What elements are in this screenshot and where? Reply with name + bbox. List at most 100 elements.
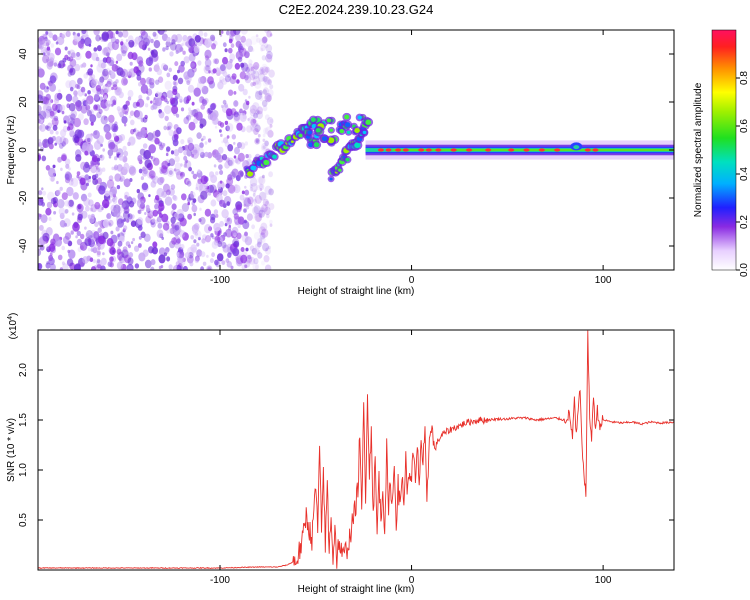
noise-blob bbox=[201, 85, 209, 95]
noise-blob bbox=[118, 198, 124, 206]
noise-blob bbox=[198, 30, 204, 37]
noise-blob bbox=[178, 257, 186, 267]
noise-blob bbox=[213, 240, 219, 246]
noise-blob bbox=[187, 84, 195, 93]
noise-blob bbox=[254, 138, 260, 145]
noise-blob bbox=[174, 162, 182, 171]
noise-blob bbox=[224, 75, 231, 83]
noise-blob bbox=[124, 206, 130, 214]
noise-blob bbox=[61, 34, 65, 39]
noise-blob bbox=[150, 266, 155, 270]
noise-blob bbox=[253, 112, 258, 119]
noise-blob bbox=[64, 210, 67, 215]
snr-plot-area bbox=[38, 330, 674, 570]
noise-blob bbox=[155, 91, 160, 97]
noise-blob bbox=[269, 118, 274, 123]
noise-blob bbox=[61, 261, 65, 266]
noise-blob bbox=[180, 243, 185, 250]
noise-blob bbox=[117, 233, 120, 238]
noise-blob bbox=[120, 41, 124, 46]
noise-blob bbox=[215, 213, 219, 218]
noise-blob bbox=[150, 155, 153, 160]
noise-blob bbox=[228, 47, 233, 54]
noise-blob bbox=[253, 70, 256, 75]
noise-blob bbox=[127, 257, 134, 265]
noise-blob bbox=[246, 213, 253, 221]
noise-blob bbox=[246, 100, 250, 106]
noise-blob bbox=[166, 167, 175, 177]
noise-blob bbox=[38, 105, 42, 113]
noise-blob bbox=[115, 30, 119, 35]
noise-blob bbox=[122, 211, 130, 220]
carrier-hotspot bbox=[466, 148, 473, 152]
noise-blob bbox=[161, 236, 164, 240]
noise-blob bbox=[136, 189, 140, 194]
noise-blob bbox=[122, 246, 128, 253]
noise-blob bbox=[68, 123, 74, 131]
noise-blob bbox=[109, 191, 113, 196]
noise-blob bbox=[52, 124, 58, 131]
noise-blob bbox=[39, 146, 45, 152]
noise-blob bbox=[77, 32, 81, 37]
noise-blob bbox=[257, 252, 263, 259]
noise-blob bbox=[114, 173, 122, 182]
noise-blob bbox=[244, 185, 247, 189]
noise-blob bbox=[207, 76, 214, 85]
noise-blob bbox=[138, 81, 142, 87]
noise-blob bbox=[123, 104, 128, 110]
noise-blob bbox=[222, 99, 227, 105]
signal-blob bbox=[339, 128, 345, 134]
carrier-hotspot bbox=[377, 148, 384, 152]
noise-blob bbox=[206, 254, 209, 258]
noise-blob bbox=[262, 242, 269, 252]
noise-blob bbox=[186, 180, 192, 187]
noise-blob bbox=[197, 147, 204, 156]
noise-blob bbox=[193, 223, 200, 231]
noise-blob bbox=[61, 245, 65, 251]
noise-blob bbox=[193, 239, 197, 244]
noise-blob bbox=[103, 126, 110, 134]
noise-blob bbox=[147, 47, 151, 51]
noise-blob bbox=[128, 74, 131, 79]
noise-blob bbox=[236, 204, 242, 211]
noise-blob bbox=[190, 191, 196, 199]
noise-blob bbox=[233, 184, 241, 194]
noise-blob bbox=[234, 221, 238, 226]
noise-blob bbox=[80, 193, 88, 202]
carrier-hotspot bbox=[395, 148, 402, 152]
noise-blob bbox=[258, 90, 263, 96]
noise-blob bbox=[64, 209, 69, 214]
noise-blob bbox=[83, 73, 88, 79]
noise-blob bbox=[120, 219, 124, 224]
noise-blob bbox=[100, 257, 107, 266]
noise-blob bbox=[54, 116, 59, 121]
noise-blob bbox=[77, 203, 82, 210]
noise-blob bbox=[107, 261, 113, 267]
noise-blob bbox=[262, 145, 266, 150]
snr-series-line bbox=[38, 330, 674, 570]
noise-blob bbox=[45, 125, 49, 130]
noise-blob bbox=[105, 56, 112, 64]
noise-blob bbox=[251, 126, 256, 132]
noise-blob bbox=[94, 201, 101, 210]
noise-blob bbox=[195, 186, 199, 191]
noise-blob bbox=[164, 80, 172, 91]
noise-blob bbox=[144, 259, 152, 269]
noise-blob bbox=[155, 79, 160, 85]
signal-blob bbox=[345, 157, 350, 162]
noise-blob bbox=[269, 84, 274, 90]
noise-blob bbox=[164, 217, 168, 222]
noise-blob bbox=[133, 128, 136, 133]
noise-blob bbox=[87, 68, 94, 76]
noise-blob bbox=[114, 135, 120, 142]
noise-blob bbox=[132, 237, 136, 242]
noise-blob bbox=[212, 68, 217, 74]
noise-blob bbox=[181, 203, 189, 212]
noise-blob bbox=[237, 223, 241, 229]
noise-blob bbox=[148, 132, 156, 142]
noise-blob bbox=[253, 62, 260, 70]
noise-blob bbox=[62, 32, 67, 39]
noise-blob bbox=[108, 114, 115, 123]
noise-blob bbox=[261, 77, 265, 82]
noise-blob bbox=[260, 228, 269, 238]
